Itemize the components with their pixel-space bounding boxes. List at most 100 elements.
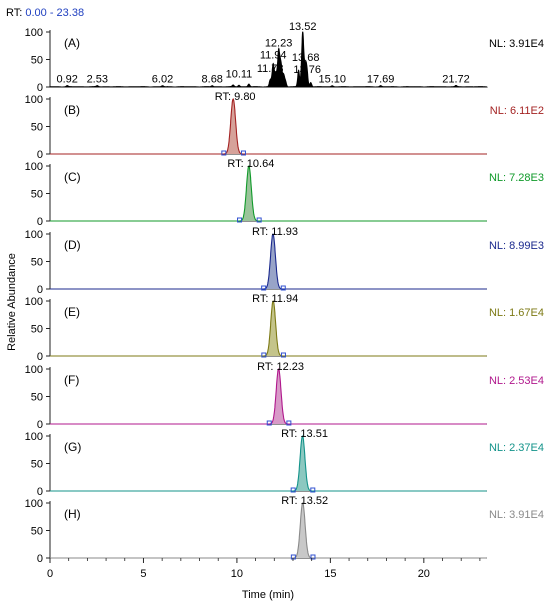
y-tick-label: 50 bbox=[31, 459, 43, 471]
rt-label: RT: 12.23 bbox=[257, 361, 304, 373]
y-tick-label: 50 bbox=[31, 526, 43, 538]
panel-c: 0 50 100 (C) NL: 7.28E3 RT: 10.64 bbox=[25, 158, 544, 228]
trace-line bbox=[50, 502, 487, 559]
peak-label: 12.23 bbox=[265, 38, 293, 50]
y-tick-label: 0 bbox=[37, 149, 43, 161]
peak-label: 13.52 bbox=[289, 21, 317, 33]
panel-label: (D) bbox=[64, 238, 81, 252]
peak-fill bbox=[50, 503, 487, 558]
nl-label: NL: 6.11E2 bbox=[490, 105, 544, 117]
trace-line bbox=[50, 165, 487, 222]
panel-label: (A) bbox=[64, 36, 80, 50]
integration-marker bbox=[286, 420, 292, 426]
panel-label: (H) bbox=[64, 507, 81, 521]
trace-line bbox=[50, 98, 487, 155]
y-tick-label: 0 bbox=[37, 419, 43, 431]
integration-marker bbox=[240, 150, 246, 156]
peak-fill bbox=[50, 436, 487, 491]
panel-label: (E) bbox=[64, 305, 80, 319]
panel-g: 0 50 100 (G) NL: 2.37E4 RT: 13.51 bbox=[25, 428, 544, 498]
y-tick-label: 50 bbox=[31, 55, 43, 67]
panel-e: 0 50 100 (E) NL: 1.67E4 RT: 11.94 bbox=[25, 293, 544, 363]
panels-group: 0 50 100 (A) NL: 3.91E4 0.92 2.53 6.02 8.68 10.11… bbox=[25, 21, 544, 565]
y-tick-label: 100 bbox=[25, 161, 43, 173]
nl-label: NL: 1.67E4 bbox=[489, 307, 544, 319]
y-tick-label: 100 bbox=[25, 27, 43, 39]
panel-d: 0 50 100 (D) NL: 8.99E3 RT: 11.93 bbox=[25, 226, 544, 296]
y-tick-label: 50 bbox=[31, 189, 43, 201]
peak-label: 21.72 bbox=[442, 73, 470, 85]
x-tick-label: 20 bbox=[418, 568, 430, 580]
tic-trace bbox=[49, 31, 488, 88]
integration-marker bbox=[237, 217, 243, 223]
peak-label: 8.68 bbox=[202, 73, 223, 85]
y-tick-label: 100 bbox=[25, 431, 43, 443]
peak-fill bbox=[50, 369, 487, 424]
y-tick-label: 100 bbox=[25, 229, 43, 241]
integration-marker bbox=[256, 217, 262, 223]
peak-label: 17.69 bbox=[367, 73, 395, 85]
y-tick-label: 0 bbox=[37, 351, 43, 363]
peak-fill bbox=[50, 99, 487, 154]
y-tick-label: 100 bbox=[25, 364, 43, 376]
y-tick-label: 0 bbox=[37, 284, 43, 296]
integration-marker bbox=[221, 150, 227, 156]
rt-label: RT: 11.94 bbox=[252, 293, 298, 305]
peak-label: 0.92 bbox=[56, 73, 77, 85]
panel-label: (F) bbox=[64, 373, 79, 387]
y-axis-label: Relative Abundance bbox=[6, 253, 18, 351]
integration-marker bbox=[280, 352, 286, 358]
nl-label: NL: 3.91E4 bbox=[489, 509, 544, 521]
rt-label: RT: 13.51 bbox=[281, 428, 328, 440]
integration-marker bbox=[290, 487, 296, 493]
rt-label: RT: 9.80 bbox=[215, 91, 256, 103]
y-tick-label: 50 bbox=[31, 324, 43, 336]
peak-label: 15.10 bbox=[318, 73, 346, 85]
y-tick-label: 50 bbox=[31, 122, 43, 134]
panel-f: 0 50 100 (F) NL: 2.53E4 RT: 12.23 bbox=[25, 361, 544, 431]
rt-range-value: 0.00 - 23.38 bbox=[25, 7, 84, 19]
rt-label: RT: 11.93 bbox=[252, 226, 298, 238]
peak-label: 11.94 bbox=[260, 50, 287, 62]
y-tick-label: 0 bbox=[37, 486, 43, 498]
panel-a: 0 50 100 (A) NL: 3.91E4 0.92 2.53 6.02 8.68 10.11… bbox=[25, 21, 544, 94]
y-tick-label: 100 bbox=[25, 94, 43, 106]
peak-label: 13.76 bbox=[293, 64, 321, 76]
integration-marker bbox=[310, 554, 316, 560]
integration-marker bbox=[310, 487, 316, 493]
x-tick-label: 0 bbox=[47, 568, 53, 580]
x-tick-label: 10 bbox=[231, 568, 243, 580]
panel-h: 0 50 100 (H) NL: 3.91E4 RT: 13.52 bbox=[25, 495, 544, 565]
y-tick-label: 100 bbox=[25, 296, 43, 308]
nl-label: NL: 3.91E4 bbox=[489, 38, 544, 50]
nl-label: NL: 7.28E3 bbox=[489, 172, 544, 184]
panel-label: (C) bbox=[64, 170, 81, 184]
peak-label: 6.02 bbox=[152, 73, 173, 85]
peak-label: 10.11 bbox=[226, 68, 253, 80]
trace-line bbox=[50, 300, 487, 357]
integration-marker bbox=[261, 285, 267, 291]
x-axis-label: Time (min) bbox=[242, 589, 294, 601]
x-tick-label: 15 bbox=[324, 568, 336, 580]
integration-marker bbox=[261, 352, 267, 358]
integration-marker bbox=[266, 420, 272, 426]
nl-label: NL: 8.99E3 bbox=[489, 240, 544, 252]
integration-marker bbox=[280, 285, 286, 291]
panel-b: 0 50 100 (B) NL: 6.11E2 RT: 9.80 bbox=[25, 91, 544, 161]
y-tick-label: 100 bbox=[25, 498, 43, 510]
y-tick-label: 0 bbox=[37, 216, 43, 228]
y-tick-label: 50 bbox=[31, 392, 43, 404]
trace-line bbox=[50, 368, 487, 425]
rt-label: RT: 10.64 bbox=[227, 158, 274, 170]
nl-label: NL: 2.53E4 bbox=[489, 375, 544, 387]
y-tick-label: 0 bbox=[37, 553, 43, 565]
x-tick-label: 5 bbox=[140, 568, 146, 580]
x-axis: 0 5 10 15 20 bbox=[47, 558, 481, 580]
panel-label: (G) bbox=[64, 440, 81, 454]
peak-label: 2.53 bbox=[87, 73, 108, 85]
nl-label: NL: 2.37E4 bbox=[489, 442, 544, 454]
y-tick-label: 50 bbox=[31, 257, 43, 269]
peak-fill bbox=[50, 166, 487, 221]
trace-line bbox=[50, 435, 487, 492]
